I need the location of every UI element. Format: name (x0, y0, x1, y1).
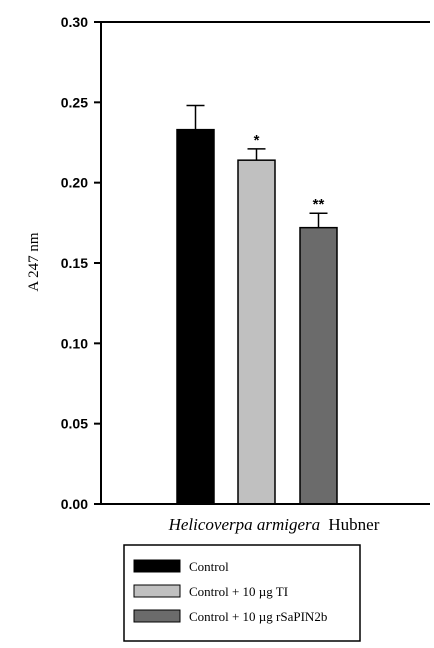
legend-swatch (133, 609, 181, 623)
legend-label: Control + 10 µg TI (189, 584, 288, 599)
legend-swatch (133, 559, 181, 573)
y-tick-label: 0.15 (61, 255, 88, 271)
bar (299, 226, 338, 505)
y-axis-label: A 247 nm (26, 232, 42, 292)
y-tick-label: 0.05 (61, 416, 88, 432)
bar (237, 159, 276, 505)
y-tick-label: 0.10 (61, 335, 88, 351)
legend-swatch (133, 584, 181, 598)
bars: *** (176, 104, 338, 505)
y-axis-ticks: 0.00 0.05 0.10 0.15 0.20 0.25 0.30 (61, 14, 101, 512)
y-tick-label: 0.00 (61, 496, 88, 512)
x-axis-label-author: Hubner (328, 515, 379, 534)
y-tick-label: 0.25 (61, 94, 88, 110)
legend: Control Control + 10 µg TI Control + 10 µg… (133, 559, 327, 624)
bar (176, 128, 215, 505)
y-tick-label: 0.30 (61, 14, 88, 30)
y-tick-label: 0.20 (61, 175, 88, 191)
significance-marker: ** (313, 196, 325, 213)
legend-label: Control (189, 559, 229, 574)
x-axis-label-species: Helicoverpa armigera (168, 515, 321, 534)
significance-marker: * (254, 132, 260, 149)
x-axis-label: Helicoverpa armigera Hubner (168, 515, 380, 534)
legend-label: Control + 10 µg rSaPIN2b (189, 609, 327, 624)
